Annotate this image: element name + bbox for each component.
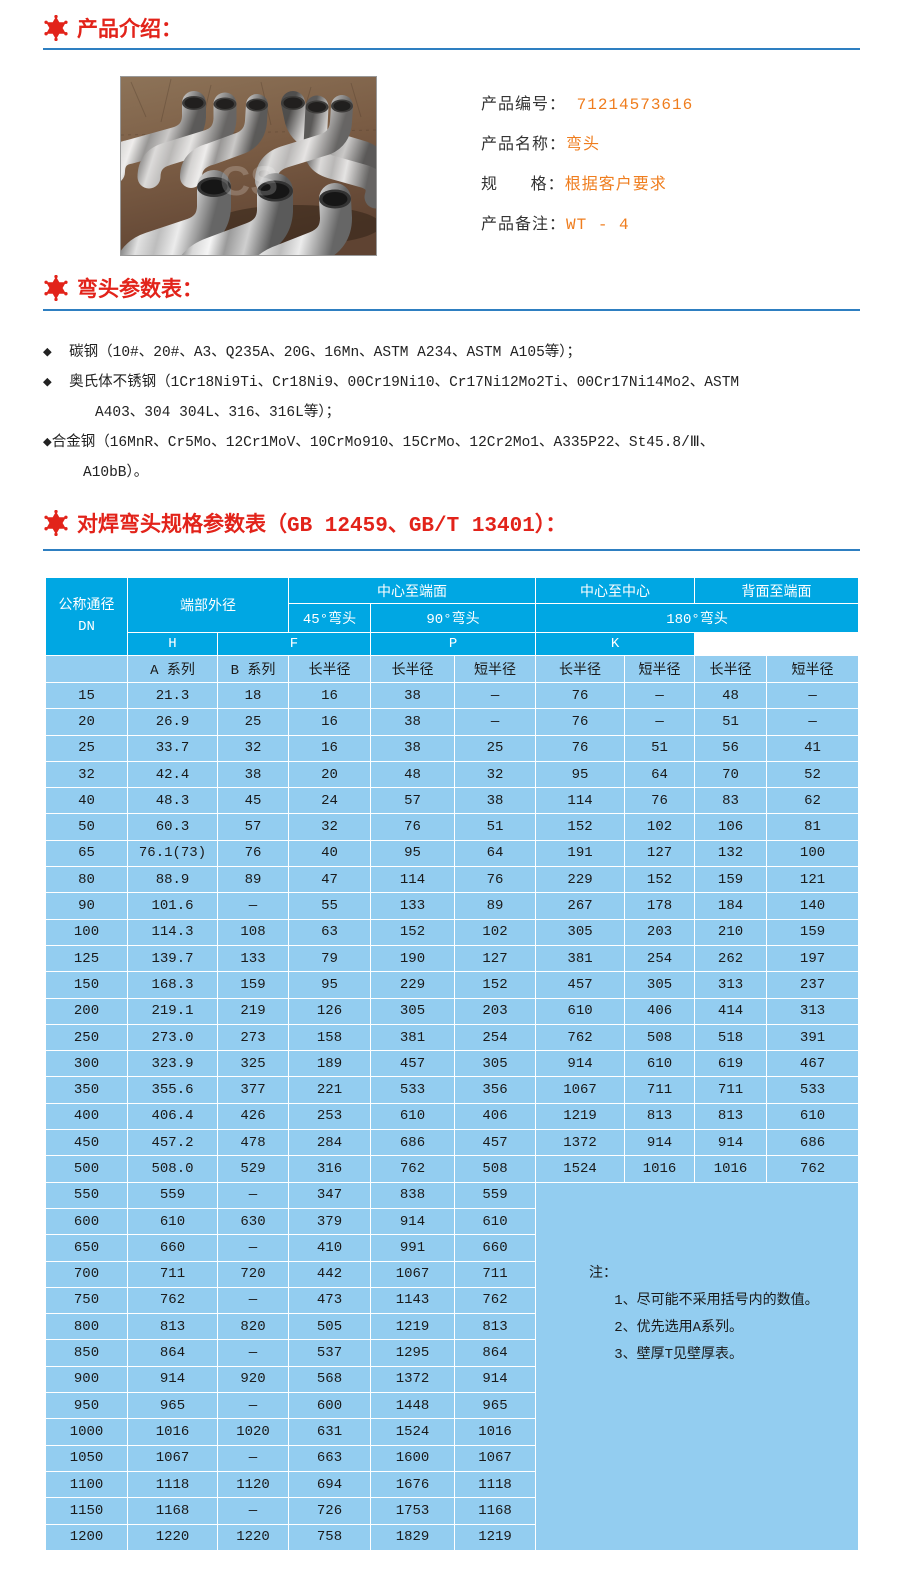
svg-text:CS: CS [220, 157, 278, 204]
